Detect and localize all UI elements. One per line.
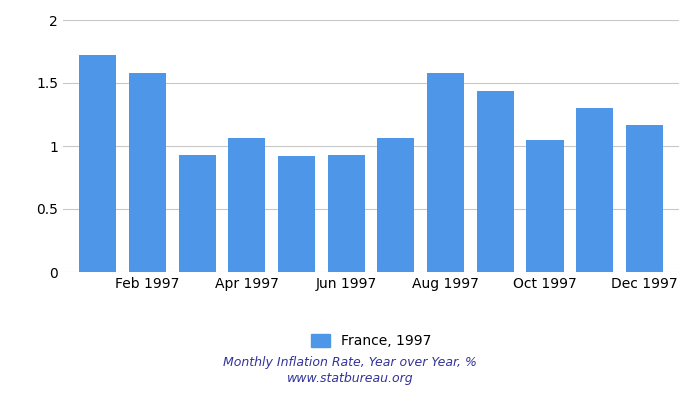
Bar: [576, 108, 613, 272]
Bar: [228, 138, 265, 272]
Legend: France, 1997: France, 1997: [311, 334, 431, 348]
Bar: [427, 73, 464, 272]
Bar: [79, 55, 116, 272]
Bar: [477, 90, 514, 272]
Bar: [626, 124, 663, 272]
Bar: [526, 140, 564, 272]
Text: www.statbureau.org: www.statbureau.org: [287, 372, 413, 385]
Bar: [278, 156, 315, 272]
Text: Monthly Inflation Rate, Year over Year, %: Monthly Inflation Rate, Year over Year, …: [223, 356, 477, 369]
Bar: [328, 155, 365, 272]
Bar: [129, 73, 166, 272]
Bar: [178, 155, 216, 272]
Bar: [377, 138, 414, 272]
